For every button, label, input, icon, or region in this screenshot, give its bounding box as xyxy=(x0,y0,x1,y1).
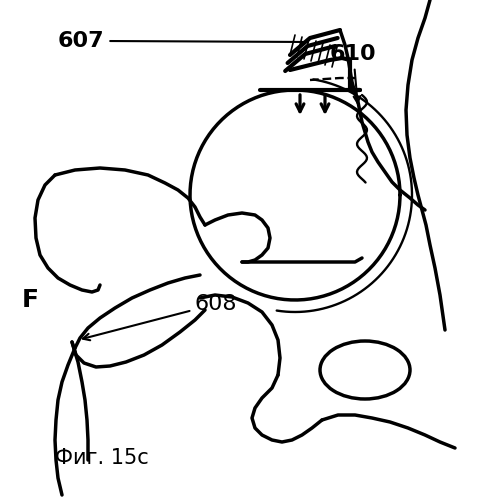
Text: 610: 610 xyxy=(330,44,377,103)
Text: 608: 608 xyxy=(83,294,238,341)
Text: F: F xyxy=(22,288,39,312)
Text: 607: 607 xyxy=(58,31,307,51)
Text: Фиг. 15c: Фиг. 15c xyxy=(55,448,149,468)
